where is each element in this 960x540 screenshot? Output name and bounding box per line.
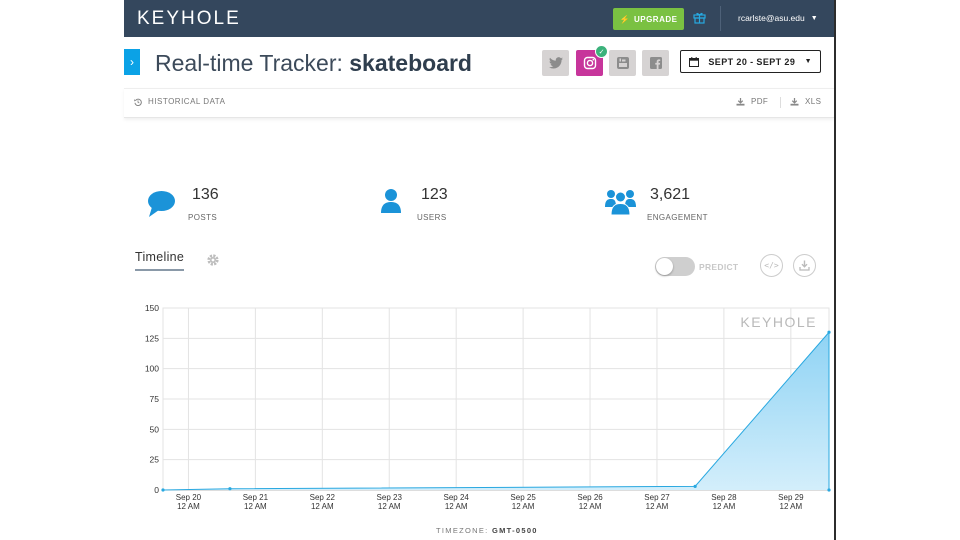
title-prefix: Real-time Tracker:	[155, 50, 350, 76]
x-tick-label: Sep 27	[644, 493, 670, 502]
timezone-indicator: TIMEZONE: GMT-0500	[436, 526, 538, 535]
date-range-picker[interactable]: SEPT 20 - SEPT 29 ▼	[680, 50, 821, 73]
x-tick-label: 12 AM	[512, 502, 535, 511]
y-tick-label: 100	[145, 364, 159, 374]
instagram-icon	[583, 56, 596, 70]
code-icon: </>	[764, 261, 779, 270]
export-xls-button[interactable]: XLS	[790, 97, 821, 106]
user-menu[interactable]: rcarlste@asu.edu ▼	[738, 13, 818, 23]
export-toolbar: HISTORICAL DATA PDF XLS	[124, 88, 834, 118]
window-edge	[834, 0, 836, 540]
caret-down-icon: ▼	[810, 14, 818, 22]
posts-label: POSTS	[188, 213, 218, 222]
export-pdf-button[interactable]: PDF	[736, 97, 768, 106]
x-tick-label: 12 AM	[780, 502, 803, 511]
posts-count: 136	[192, 186, 219, 203]
x-tick-label: 12 AM	[177, 502, 200, 511]
y-tick-label: 50	[150, 424, 160, 434]
x-tick-label: 12 AM	[579, 502, 602, 511]
x-tick-label: Sep 29	[778, 493, 804, 502]
x-tick-label: 12 AM	[646, 502, 669, 511]
group-icon	[605, 190, 636, 216]
y-tick-label: 25	[150, 455, 160, 465]
xls-label: XLS	[805, 97, 822, 106]
instagram-filter-button[interactable]: ✓	[576, 45, 608, 76]
x-tick-label: Sep 21	[243, 493, 269, 502]
y-tick-label: 125	[145, 333, 159, 343]
upgrade-label: UPGRADE	[633, 14, 678, 24]
youtube-icon	[616, 57, 629, 69]
x-tick-label: 12 AM	[713, 502, 736, 511]
engagement-count: 3,621	[650, 186, 691, 203]
history-icon	[134, 98, 142, 106]
tab-timeline[interactable]: Timeline	[135, 250, 185, 271]
pdf-label: PDF	[751, 97, 769, 106]
gift-icon[interactable]	[693, 11, 706, 24]
x-tick-label: Sep 20	[176, 493, 202, 502]
x-tick-label: Sep 28	[711, 493, 737, 502]
x-tick-label: 12 AM	[445, 502, 468, 511]
x-tick-label: 12 AM	[244, 502, 267, 511]
historical-data-link[interactable]: HISTORICAL DATA	[134, 97, 225, 106]
app-frame: KEYHOLE ⚡ UPGRADE rcarlste@asu.edu ▼ › R…	[124, 0, 834, 540]
sidebar-expand-button[interactable]: ›	[124, 49, 140, 75]
x-tick-label: 12 AM	[378, 502, 401, 511]
x-tick-label: Sep 25	[510, 493, 536, 502]
navbar-divider	[720, 6, 721, 31]
gear-icon[interactable]	[206, 253, 220, 267]
twitter-icon	[548, 57, 563, 69]
data-point	[827, 330, 831, 334]
x-tick-label: Sep 23	[377, 493, 403, 502]
y-tick-label: 0	[154, 485, 159, 495]
embed-code-button[interactable]: </>	[760, 254, 783, 277]
youtube-filter-button[interactable]	[609, 50, 636, 76]
download-icon	[790, 97, 799, 106]
data-point	[827, 488, 831, 492]
y-tick-label: 150	[145, 303, 159, 313]
facebook-icon	[649, 57, 662, 69]
keyhole-logo[interactable]: KEYHOLE	[137, 8, 241, 29]
download-icon	[736, 97, 745, 106]
historical-data-label: HISTORICAL DATA	[148, 97, 226, 106]
caret-down-icon: ▼	[804, 58, 812, 65]
x-tick-label: 12 AM	[311, 502, 334, 511]
download-chart-button[interactable]	[793, 254, 816, 277]
toggle-knob	[656, 258, 673, 275]
active-check-icon: ✓	[595, 45, 608, 58]
page-title: Real-time Tracker: skateboard	[155, 50, 472, 77]
data-point	[228, 487, 232, 491]
x-tick-label: Sep 26	[577, 493, 603, 502]
facebook-filter-button[interactable]	[642, 50, 669, 76]
x-tick-label: Sep 24	[443, 493, 469, 502]
timezone-label: TIMEZONE:	[436, 526, 489, 535]
timezone-value: GMT-0500	[491, 526, 538, 535]
users-label: USERS	[417, 213, 447, 222]
user-icon	[381, 189, 401, 213]
tracker-keyword: skateboard	[349, 50, 472, 76]
download-icon	[799, 260, 810, 271]
chart-watermark: KEYHOLE	[740, 314, 817, 330]
x-tick-label: Sep 22	[310, 493, 336, 502]
data-point	[161, 488, 165, 492]
chevron-right-icon: ›	[130, 55, 134, 69]
lightning-icon: ⚡	[619, 14, 630, 24]
calendar-icon	[689, 56, 699, 67]
series-area	[163, 332, 829, 490]
date-range-label: SEPT 20 - SEPT 29	[708, 56, 796, 67]
engagement-label: ENGAGEMENT	[647, 213, 708, 222]
upgrade-button[interactable]: ⚡ UPGRADE	[613, 8, 684, 30]
predict-toggle[interactable]	[655, 257, 695, 276]
data-point	[693, 484, 697, 488]
user-email: rcarlste@asu.edu	[738, 13, 805, 23]
speech-bubble-icon	[148, 191, 175, 217]
export-divider	[780, 97, 781, 108]
twitter-filter-button[interactable]	[542, 50, 569, 76]
top-navbar: KEYHOLE ⚡ UPGRADE rcarlste@asu.edu ▼	[124, 0, 834, 37]
y-tick-label: 75	[150, 394, 160, 404]
predict-label: PREDICT	[699, 262, 739, 272]
users-count: 123	[421, 186, 448, 203]
